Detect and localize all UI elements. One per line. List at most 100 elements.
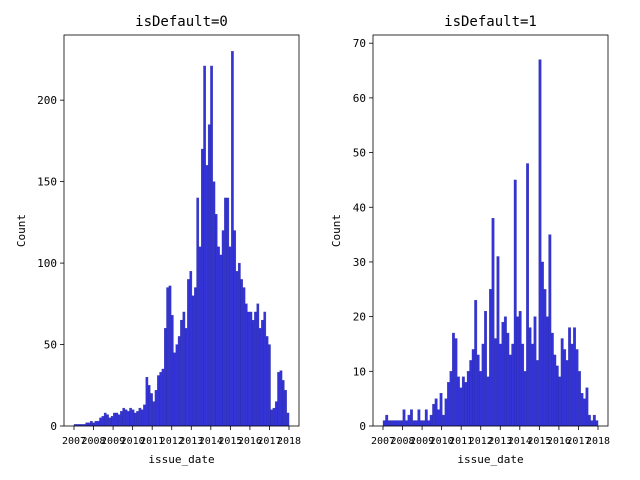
bar: [170, 315, 174, 427]
bar: [159, 372, 163, 427]
bar: [85, 422, 89, 427]
x-tick-label: 2015: [527, 436, 551, 447]
y-axis-label: Count: [330, 214, 343, 247]
bar: [486, 376, 490, 427]
x-tick-label: 2008: [81, 436, 105, 447]
bar: [127, 411, 130, 427]
subplot-title: isDefault=0: [135, 14, 228, 30]
bar: [402, 409, 406, 427]
bar: [424, 409, 428, 427]
bar: [538, 59, 542, 427]
x-tick-label: 2007: [371, 436, 395, 447]
bar: [521, 343, 525, 427]
bar: [284, 390, 287, 427]
bar: [501, 321, 505, 427]
bar: [113, 412, 116, 427]
x-tick-label: 2018: [277, 436, 301, 447]
x-tick-label: 2018: [586, 436, 610, 447]
bar: [261, 319, 264, 427]
bar: [592, 414, 596, 427]
x-tick-label: 2013: [488, 436, 512, 447]
bar: [168, 285, 172, 427]
bar: [189, 271, 193, 427]
bar: [251, 319, 255, 427]
bar: [585, 387, 589, 427]
y-tick-label: 150: [37, 176, 57, 189]
y-axis-ticks: 0 10 20 30 40 50 60 70: [353, 37, 373, 433]
bar: [439, 393, 443, 427]
bar: [464, 382, 468, 427]
bar: [444, 398, 448, 427]
y-tick-label: 70: [353, 37, 366, 50]
bar: [516, 316, 520, 427]
y-tick-label: 0: [50, 420, 57, 433]
bar: [429, 414, 433, 427]
bar: [474, 300, 478, 427]
bar: [526, 163, 530, 427]
bar: [491, 218, 495, 427]
bar: [476, 354, 480, 427]
bar: [400, 420, 403, 427]
bar: [106, 414, 109, 427]
x-tick-label: 2013: [179, 436, 203, 447]
subplot-title: isDefault=1: [444, 14, 537, 30]
bar: [175, 344, 179, 427]
bar: [434, 398, 438, 427]
bar: [555, 365, 559, 427]
bar: [553, 354, 557, 427]
y-tick-label: 40: [353, 201, 366, 214]
bar: [101, 416, 105, 427]
bar: [407, 414, 411, 427]
bar: [265, 336, 269, 427]
bar: [274, 401, 278, 427]
plot-frame: [63, 34, 300, 427]
bar: [481, 343, 485, 427]
y-tick-label: 100: [37, 257, 57, 270]
bar: [560, 338, 564, 427]
plot-frame: [372, 34, 609, 427]
bar: [536, 360, 539, 427]
bar: [254, 311, 257, 427]
bar: [454, 338, 458, 427]
bar: [531, 343, 534, 427]
bar: [466, 371, 470, 427]
bar: [200, 148, 204, 427]
bar: [583, 398, 586, 427]
bar: [145, 376, 149, 427]
bar: [217, 246, 220, 427]
bar: [484, 311, 487, 427]
bar: [138, 407, 142, 427]
x-tick-label: 2015: [218, 436, 242, 447]
bar: [575, 349, 579, 427]
x-tick-label: 2011: [140, 436, 164, 447]
bar: [221, 230, 225, 427]
x-tick-label: 2010: [121, 436, 145, 447]
y-axis-label: Count: [15, 214, 28, 247]
bar: [422, 420, 426, 427]
bar: [471, 349, 475, 427]
bar: [152, 401, 156, 427]
bar: [518, 311, 522, 427]
bar: [578, 371, 581, 427]
bar: [196, 197, 200, 427]
y-tick-label: 200: [37, 94, 57, 107]
bar: [129, 407, 132, 427]
bar: [543, 289, 547, 427]
x-axis-ticks: 2007200820092010201120122013201420152016…: [371, 426, 610, 447]
bar: [166, 287, 169, 427]
bar: [124, 409, 128, 427]
bar: [92, 422, 95, 427]
bar: [513, 179, 517, 427]
bar: [143, 404, 146, 427]
bar: [231, 51, 234, 427]
bar-series: [73, 51, 290, 427]
bar: [387, 420, 391, 427]
bar: [479, 371, 483, 427]
bar: [194, 287, 197, 427]
bar: [164, 328, 167, 427]
bar: [385, 414, 389, 427]
bar: [94, 420, 98, 427]
bar: [449, 371, 453, 427]
bar: [414, 420, 418, 427]
bar: [108, 417, 112, 427]
